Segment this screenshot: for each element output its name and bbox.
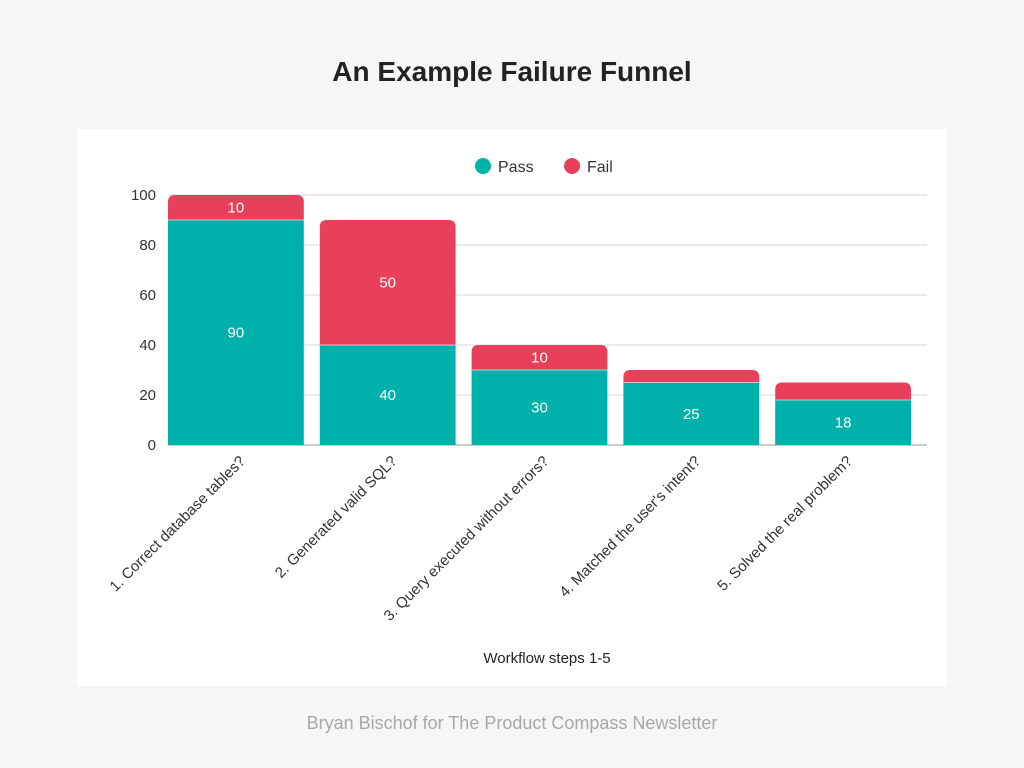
x-tick-label: 2. Generated valid SQL? [272,453,401,582]
x-tick-label: 1. Correct database tables? [106,453,248,595]
x-tick-label: 3. Query executed without errors? [381,453,553,625]
y-tick-label: 100 [131,187,156,204]
x-tick-label: 5. Solved the real problem? [714,453,856,595]
data-label: 10 [531,350,548,367]
bar-segment-fail [168,195,304,220]
y-tick-label: 0 [148,437,156,454]
footer-credit: Bryan Bischof for The Product Compass Ne… [306,713,718,733]
bar-segment-fail [471,345,608,370]
bar-segment-fail [319,220,456,345]
data-label: 10 [228,200,245,217]
bar-segment-pass [775,400,911,445]
data-label: 30 [531,400,548,417]
data-label: 18 [835,415,852,432]
data-label: 25 [683,406,700,423]
data-label: 40 [379,387,396,404]
bar-segment-fail [775,382,911,400]
legend-label: Pass [498,159,534,176]
y-tick-label: 40 [139,337,156,354]
bar-segment-pass [319,345,456,445]
bar-segment-pass [471,370,608,445]
data-label: 90 [228,325,245,342]
y-tick-label: 20 [139,387,156,404]
data-label: 50 [379,275,396,292]
y-tick-label: 80 [139,237,156,254]
bar-segment-pass [168,220,304,445]
chart-title: An Example Failure Funnel [332,56,692,87]
legend-marker-fail [564,158,580,174]
x-tick-label: 4. Matched the user's intent? [556,453,704,601]
bar-segment-pass [623,382,760,445]
x-axis-title: Workflow steps 1-5 [483,650,610,667]
y-tick-label: 60 [139,287,156,304]
legend-label: Fail [587,159,613,176]
bar-segment-fail [623,370,760,383]
legend-marker-pass [475,158,491,174]
